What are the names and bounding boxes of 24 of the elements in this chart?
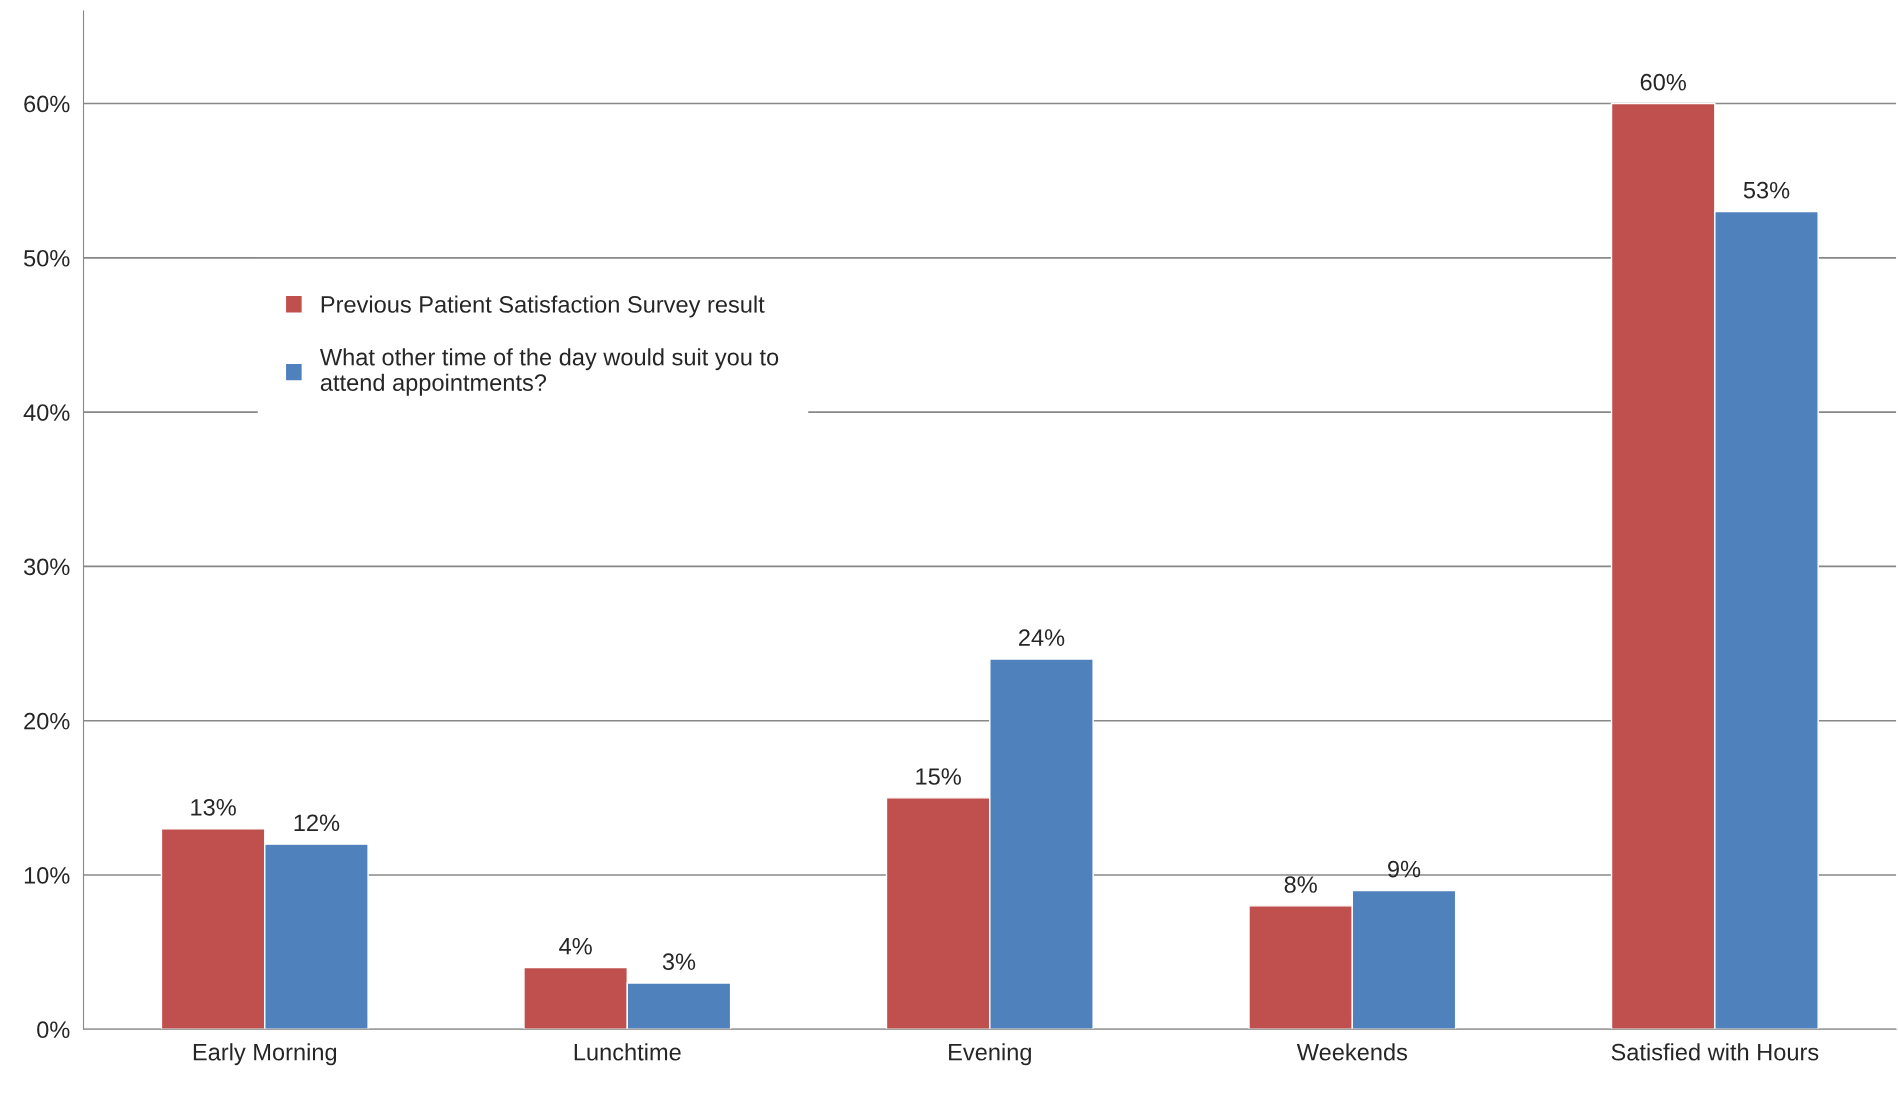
data-label: 24% — [1019, 629, 1065, 646]
y-tick-label: 50% — [24, 249, 70, 267]
data-label: 60% — [1640, 73, 1686, 91]
data-label: 4% — [559, 937, 592, 955]
y-tick-label: 20% — [24, 712, 70, 730]
x-tick-label: Early Morning — [193, 1043, 337, 1066]
y-tick-label: 0% — [37, 1021, 70, 1039]
legend-label: Previous Patient Satisfaction Survey result — [321, 295, 765, 318]
y-tick-label: 30% — [23, 558, 70, 576]
data-label: 3% — [662, 953, 696, 971]
data-label: 13% — [191, 799, 236, 816]
data-label: 12% — [294, 814, 340, 832]
y-tick-label: 10% — [24, 867, 70, 884]
x-tick-label: Lunchtime — [574, 1043, 681, 1061]
legend-label: What other time of the day would suit you to attend appointments? — [319, 348, 779, 396]
x-tick-label: Satisfied with Hours — [1611, 1043, 1819, 1061]
data-label: 8% — [1284, 876, 1317, 893]
x-tick-label: Weekends — [1296, 1043, 1408, 1061]
x-tick-label: Evening — [949, 1043, 1031, 1066]
data-label: 9% — [1388, 860, 1421, 878]
y-tick-label: 40% — [23, 404, 70, 421]
data-label: 15% — [916, 768, 961, 785]
y-tick-label: 60% — [24, 95, 70, 113]
data-label: 53% — [1743, 181, 1790, 199]
